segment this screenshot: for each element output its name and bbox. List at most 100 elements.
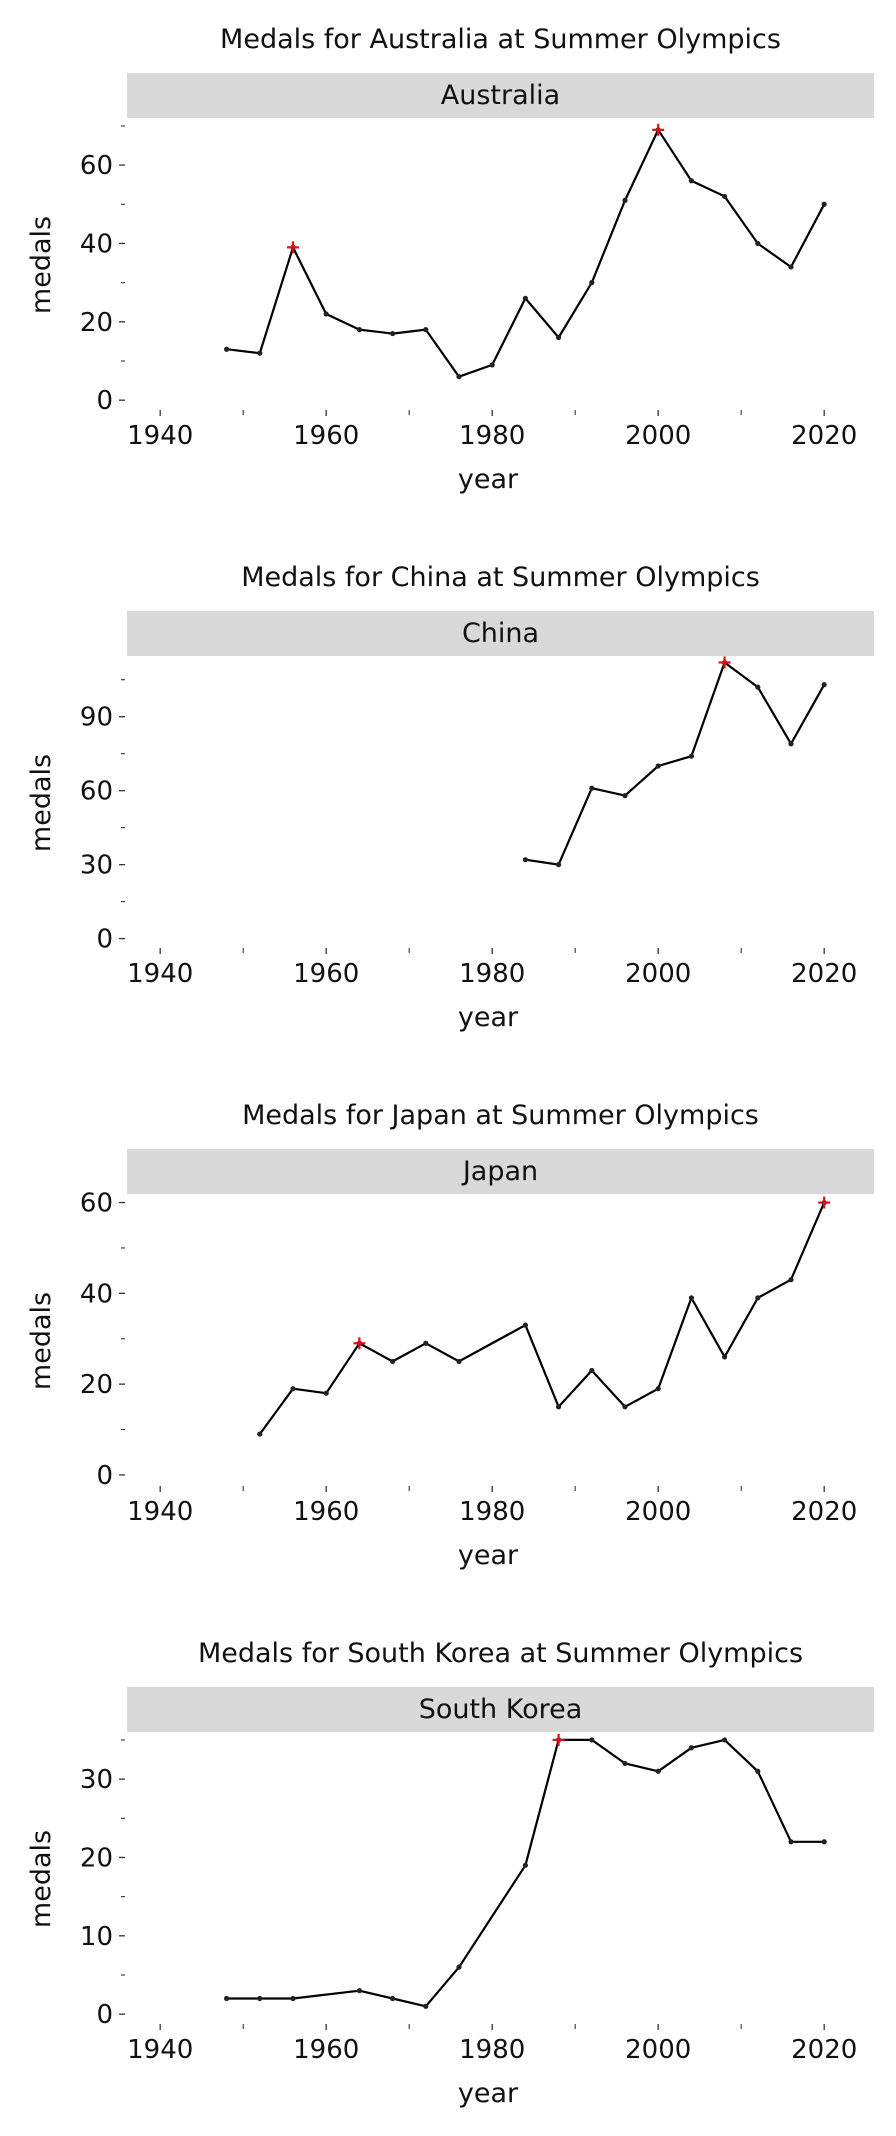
series-line: [226, 128, 826, 378]
highlight-marker: [718, 656, 731, 669]
x-tick-label: 2020: [791, 2035, 857, 2065]
data-point: [356, 327, 362, 333]
y-tick-label: 40: [80, 1279, 113, 1309]
data-point: [522, 857, 529, 863]
y-tick-label: 0: [96, 1461, 113, 1491]
data-point: [821, 1839, 827, 1845]
x-tick-label: 1980: [459, 2035, 525, 2065]
data-point: [688, 1745, 695, 1751]
data-point: [589, 1367, 595, 1374]
data-point: [788, 741, 794, 747]
data-point: [722, 1354, 728, 1360]
data-point: [456, 1964, 462, 1970]
y-tick-label: 10: [80, 1922, 113, 1952]
x-tick-label: 2020: [791, 1497, 857, 1527]
y-tick-label: 60: [80, 1189, 113, 1219]
y-tick-label: 30: [80, 1765, 113, 1795]
data-point: [788, 1277, 794, 1283]
x-tick-label: 2020: [791, 421, 857, 451]
x-tick-label: 1940: [127, 421, 193, 451]
x-tick-label: 2000: [625, 421, 691, 451]
data-point: [655, 763, 661, 769]
data-point: [821, 201, 827, 207]
data-point: [622, 1760, 628, 1767]
x-tick-label: 2000: [625, 959, 691, 989]
data-point: [257, 350, 263, 356]
x-axis: 1940 1960 1980 2000 2020: [127, 410, 857, 451]
x-axis: 1940 1960 1980 2000 2020: [127, 2024, 857, 2065]
y-axis: 0 20 40 60: [80, 125, 125, 416]
x-tick-label: 1940: [127, 959, 193, 989]
y-tick-label: 20: [80, 308, 113, 338]
x-tick-label: 1940: [127, 1497, 193, 1527]
x-axis: 1940 1960 1980 2000 2020: [127, 1486, 857, 1527]
data-point: [755, 684, 761, 690]
data-point: [556, 1404, 562, 1410]
x-axis-label: year: [458, 2078, 519, 2109]
data-point: [257, 1431, 263, 1437]
series-line: [258, 1202, 826, 1435]
y-tick-label: 20: [80, 1843, 113, 1873]
data-point: [688, 178, 695, 184]
data-point: [290, 1995, 296, 2002]
x-tick-label: 1980: [459, 421, 525, 451]
chart-title: Medals for Australia at Summer Olympics: [220, 24, 781, 55]
data-point: [622, 793, 628, 799]
highlight-marker: [818, 1196, 831, 1209]
chart-title: Medals for Japan at Summer Olympics: [242, 1100, 759, 1131]
data-point: [622, 1404, 628, 1410]
facet-strip-label: China: [462, 618, 539, 649]
x-axis-label: year: [458, 1540, 519, 1571]
highlight-marker: [552, 1733, 565, 1746]
data-point: [655, 1768, 661, 1774]
facet-strip-label: Japan: [461, 1156, 538, 1187]
facet-strip-label: South Korea: [419, 1694, 583, 1725]
data-point: [522, 1862, 529, 1868]
x-tick-label: 1960: [293, 2035, 359, 2065]
data-point: [622, 197, 628, 203]
data-point: [323, 311, 329, 317]
y-tick-label: 0: [96, 2000, 113, 2030]
data-point: [224, 1995, 230, 2002]
y-tick-label: 30: [80, 851, 113, 881]
y-axis-label: medals: [26, 1830, 57, 1928]
highlight-marker: [287, 241, 299, 254]
data-point: [423, 2003, 429, 2009]
x-tick-label: 1960: [293, 421, 359, 451]
data-point: [224, 346, 230, 352]
data-point: [522, 1322, 529, 1328]
data-point: [755, 1768, 761, 1774]
x-tick-label: 1980: [459, 1497, 525, 1527]
series-line: [226, 1738, 825, 2008]
y-axis: 0 30 60 90: [80, 679, 125, 955]
facet-strip: [127, 73, 874, 118]
data-point: [821, 682, 827, 688]
data-point: [722, 193, 728, 200]
chart-panel-4: Medals for South Korea at Summer Olympic…: [26, 1638, 874, 2109]
y-axis: 0 10 20 30: [80, 1739, 125, 2030]
data-point: [489, 362, 495, 368]
y-tick-label: 60: [80, 777, 113, 807]
y-tick-label: 40: [80, 229, 113, 259]
data-point: [356, 1988, 362, 1994]
chart-panel-3: Medals for Japan at Summer Olympics Japan…: [26, 1100, 874, 1571]
data-point: [456, 1358, 462, 1365]
highlight-marker: [353, 1337, 366, 1350]
y-axis-label: medals: [26, 754, 57, 852]
x-axis: 1940 1960 1980 2000 2020: [127, 948, 857, 989]
data-point: [589, 785, 595, 791]
y-tick-label: 60: [80, 151, 113, 181]
data-point: [556, 862, 562, 868]
data-point: [257, 1995, 263, 2002]
y-tick-label: 0: [96, 386, 113, 416]
facet-strip: [127, 1149, 874, 1194]
chart-title: Medals for South Korea at Summer Olympic…: [198, 1638, 803, 1669]
x-tick-label: 1960: [293, 959, 359, 989]
facet-strip: [127, 1687, 874, 1732]
data-point: [589, 280, 595, 286]
x-tick-label: 2000: [625, 2035, 691, 2065]
series-line: [525, 661, 826, 866]
data-point: [788, 264, 794, 270]
data-point: [390, 1358, 396, 1365]
